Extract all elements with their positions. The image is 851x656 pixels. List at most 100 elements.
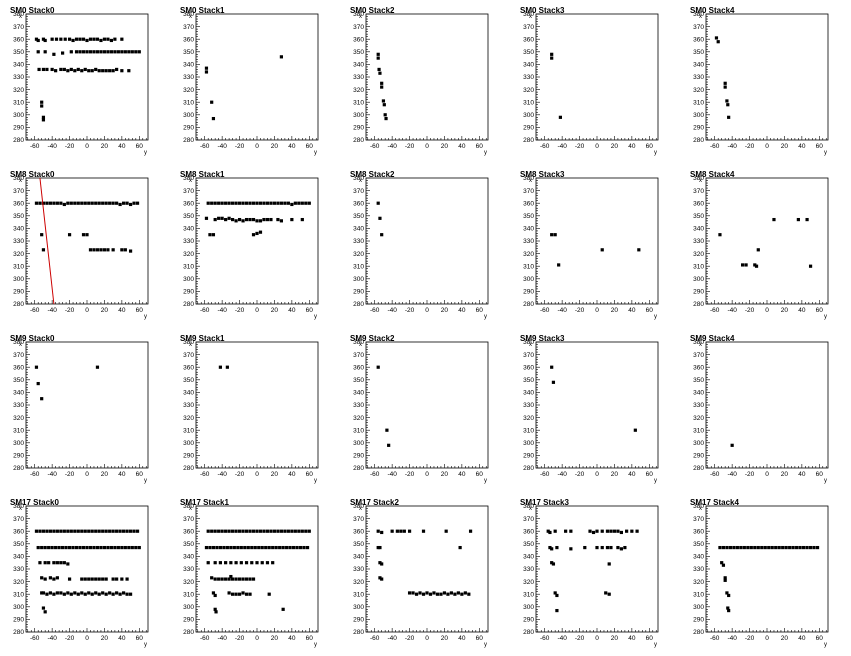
data-point [548,545,552,550]
x-tick-label: 0 [765,143,769,150]
x-tick-label: 0 [85,307,89,314]
y-tick-label: 360 [523,200,534,207]
data-point [95,248,100,252]
data-point [66,591,70,595]
x-tick-label: 20 [611,143,619,150]
y-tick-label: 300 [523,112,534,119]
data-point [234,592,238,596]
data-point [725,545,729,550]
data-point [34,529,39,533]
y-tick-label: 380 [523,339,534,346]
data-point [99,50,103,54]
x-tick-label: -20 [575,143,585,150]
data-point [45,201,49,205]
data-point [97,529,101,533]
y-tick-label: 360 [183,528,194,535]
data-point [255,561,259,565]
x-tick-label: 0 [255,635,259,642]
data-point [607,592,611,596]
x-tick-label: -20 [405,143,415,150]
x-tick-label: 0 [425,635,429,642]
data-point [62,592,66,596]
data-point [251,201,256,205]
data-point [248,592,252,596]
data-point [231,529,235,533]
data-point [749,545,753,550]
x-tick-label: -40 [727,471,737,478]
x-tick-label: 60 [476,635,484,642]
y-tick-label: 350 [523,49,534,56]
y-tick-label: 280 [353,301,364,308]
y-tick-label: 330 [693,566,704,573]
data-point [80,577,84,581]
data-point [85,545,89,550]
data-point [298,545,303,550]
y-tick-label: 330 [693,238,704,245]
x-tick-label: -60 [200,471,210,478]
y-tick-label: 360 [523,528,534,535]
data-point [377,67,381,72]
data-point [104,577,108,581]
panel-title: SM9 Stack0 [10,334,55,343]
data-point [307,529,311,533]
data-point [244,561,249,565]
data-point [113,50,117,54]
panel-title: SM8 Stack4 [690,170,735,179]
data-point [380,562,384,566]
data-point [721,545,726,550]
data-point [213,201,217,205]
y-tick-label: 380 [183,339,194,346]
data-point [73,69,77,73]
y-tick-label: 320 [693,87,704,94]
data-point [55,201,59,205]
y-tick-label: 300 [13,440,24,447]
data-point [204,545,209,550]
data-point [376,545,380,550]
histogram-panel: SM17 Stack2 280 290 300 310 320 330 340 350 360 37… [340,492,510,656]
x-tick-label: -60 [710,635,720,642]
data-point [265,529,270,533]
data-point [40,100,44,104]
y-tick-label: 370 [693,24,704,31]
data-point [99,38,103,43]
y-tick-label: 280 [13,301,24,308]
y-tick-label: 350 [523,213,534,220]
data-point [67,233,72,237]
data-point [52,592,56,596]
y-tick-label: 330 [693,402,704,409]
y-tick-label: 350 [523,541,534,548]
data-point [62,202,66,207]
data-point [54,37,59,41]
data-point [69,201,73,205]
data-point [67,577,72,581]
x-tick-label: 40 [628,635,636,642]
data-point [52,52,56,56]
data-point [609,529,613,533]
x-tick-label: 40 [458,143,466,150]
y-tick-label: 330 [13,238,24,245]
plot-frame [535,13,659,141]
data-point [569,529,573,533]
data-point [76,67,80,72]
data-point [753,263,757,267]
y-tick-label: 280 [353,137,364,144]
y-tick-label: 380 [523,11,534,18]
x-tick-label: 40 [628,143,636,150]
data-point [781,545,785,550]
x-tick-label: 40 [628,307,636,314]
data-point [69,50,73,54]
data-point [81,50,86,54]
data-point [788,545,792,550]
data-point [104,529,108,533]
data-point [744,263,748,267]
plot-area: 280 290 300 310 320 330 340 350 360 370 380 -60 -40 -… [693,503,829,648]
y-tick-label: 280 [523,465,534,472]
data-point [85,50,89,54]
data-point [211,545,216,550]
y-tick-label: 380 [693,503,704,510]
data-point [267,545,271,550]
plot-frame [535,505,659,633]
x-tick-label: -40 [727,307,737,314]
y-tick-label: 310 [183,591,194,598]
y-tick-label: 300 [353,112,364,119]
